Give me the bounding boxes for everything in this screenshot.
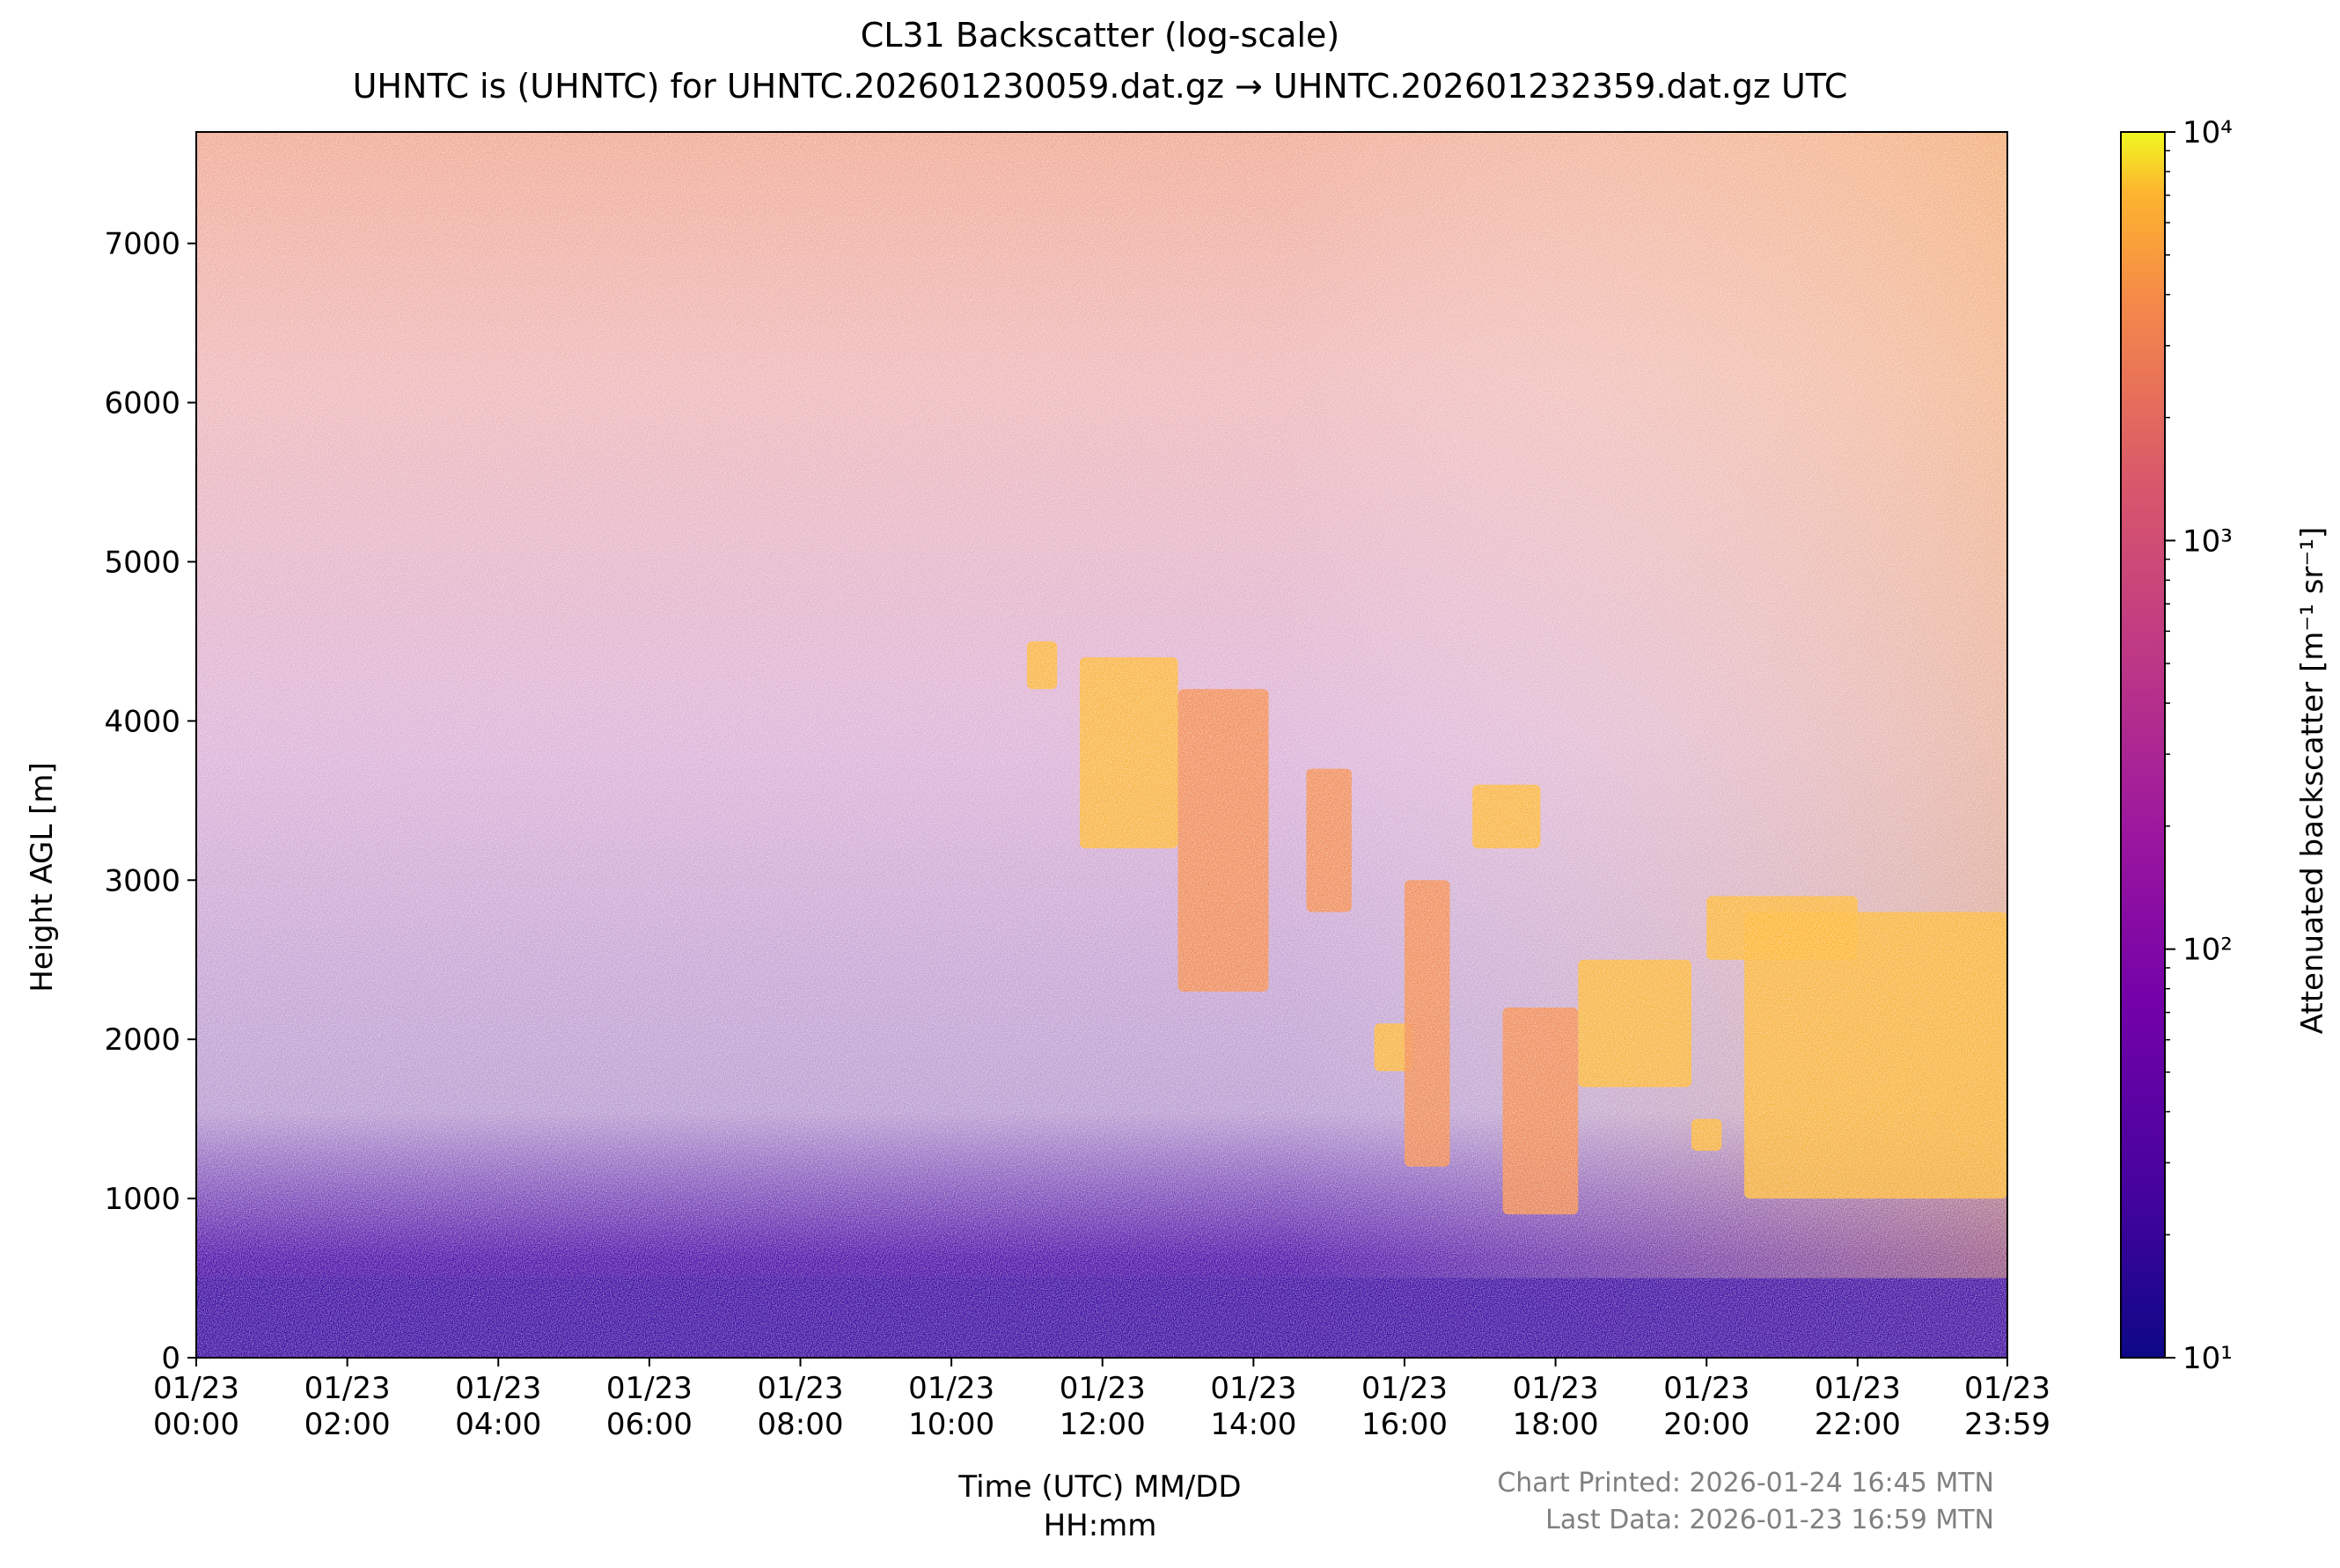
y-tick-label: 7000: [104, 227, 180, 262]
x-tick-time: 16:00: [1361, 1407, 1448, 1442]
x-tick-date: 01/23: [304, 1371, 391, 1406]
colorbar-tick-label: 10³: [2182, 524, 2233, 559]
speckle-noise: [196, 132, 2007, 1358]
x-axis-label-line2: HH:mm: [1043, 1508, 1157, 1543]
y-tick-label: 2000: [104, 1022, 180, 1058]
chart-subtitle: UHNTC is (UHNTC) for UHNTC.202601230059.…: [352, 67, 1848, 106]
x-tick-date: 01/23: [757, 1371, 843, 1406]
x-tick-time: 06:00: [606, 1407, 693, 1442]
x-tick-time: 22:00: [1815, 1407, 1901, 1442]
x-tick-date: 01/23: [606, 1371, 693, 1406]
noise-texture: [196, 132, 2007, 1358]
x-tick-time: 04:00: [455, 1407, 541, 1442]
x-tick-date: 01/23: [455, 1371, 541, 1406]
last-data-text: Last Data: 2026-01-23 16:59 MTN: [1545, 1505, 1994, 1535]
colorbar-tick-label: 10²: [2182, 933, 2233, 968]
colorbar: 10¹ 10² 10³ 10⁴: [2120, 115, 2233, 1376]
y-tick-label: 6000: [104, 386, 180, 421]
x-tick-date: 01/23: [1964, 1371, 2050, 1406]
x-axis-label: Time (UTC) MM/DD HH:mm: [958, 1468, 1241, 1545]
x-axis-ticks: 01/2300:0001/2302:0001/2304:0001/2306:00…: [153, 1358, 2050, 1442]
x-tick-time: 20:00: [1663, 1407, 1749, 1442]
y-tick-label: 0: [161, 1341, 180, 1376]
x-axis-label-line1: Time (UTC) MM/DD: [958, 1469, 1242, 1505]
x-tick-time: 23:59: [1964, 1407, 2050, 1442]
y-axis-label: Height AGL [m]: [25, 762, 60, 993]
x-tick-date: 01/23: [1210, 1371, 1296, 1406]
y-tick-label: 1000: [104, 1182, 180, 1217]
colorbar-label: Attenuated backscatter [m⁻¹ sr⁻¹]: [2295, 526, 2330, 1035]
y-tick-label: 5000: [104, 545, 180, 580]
colorbar-tick-label: 10¹: [2182, 1341, 2233, 1376]
x-tick-date: 01/23: [153, 1371, 239, 1406]
x-tick-time: 02:00: [304, 1407, 391, 1442]
y-axis-ticks: 0 1000 2000 3000 4000 5000 6000 7000: [104, 227, 196, 1376]
x-tick-date: 01/23: [1815, 1371, 1901, 1406]
x-tick-date: 01/23: [1361, 1371, 1448, 1406]
colorbar-gradient: [2120, 131, 2166, 1359]
x-tick-time: 14:00: [1210, 1407, 1296, 1442]
chart-footer: Chart Printed: 2026-01-24 16:45 MTN Last…: [1497, 1465, 1994, 1539]
chart-title: CL31 Backscatter (log-scale): [860, 16, 1340, 55]
x-tick-time: 12:00: [1060, 1407, 1146, 1442]
colorbar-tick-label: 10⁴: [2182, 115, 2233, 150]
x-tick-date: 01/23: [1060, 1371, 1146, 1406]
x-tick-date: 01/23: [908, 1371, 994, 1406]
y-tick-label: 3000: [104, 863, 180, 898]
x-tick-time: 10:00: [908, 1407, 994, 1442]
y-tick-label: 4000: [104, 704, 180, 739]
x-tick-date: 01/23: [1513, 1371, 1599, 1406]
x-tick-time: 00:00: [153, 1407, 239, 1442]
x-tick-time: 08:00: [757, 1407, 843, 1442]
x-tick-time: 18:00: [1513, 1407, 1599, 1442]
x-tick-date: 01/23: [1663, 1371, 1749, 1406]
chart-printed-text: Chart Printed: 2026-01-24 16:45 MTN: [1497, 1468, 1994, 1498]
